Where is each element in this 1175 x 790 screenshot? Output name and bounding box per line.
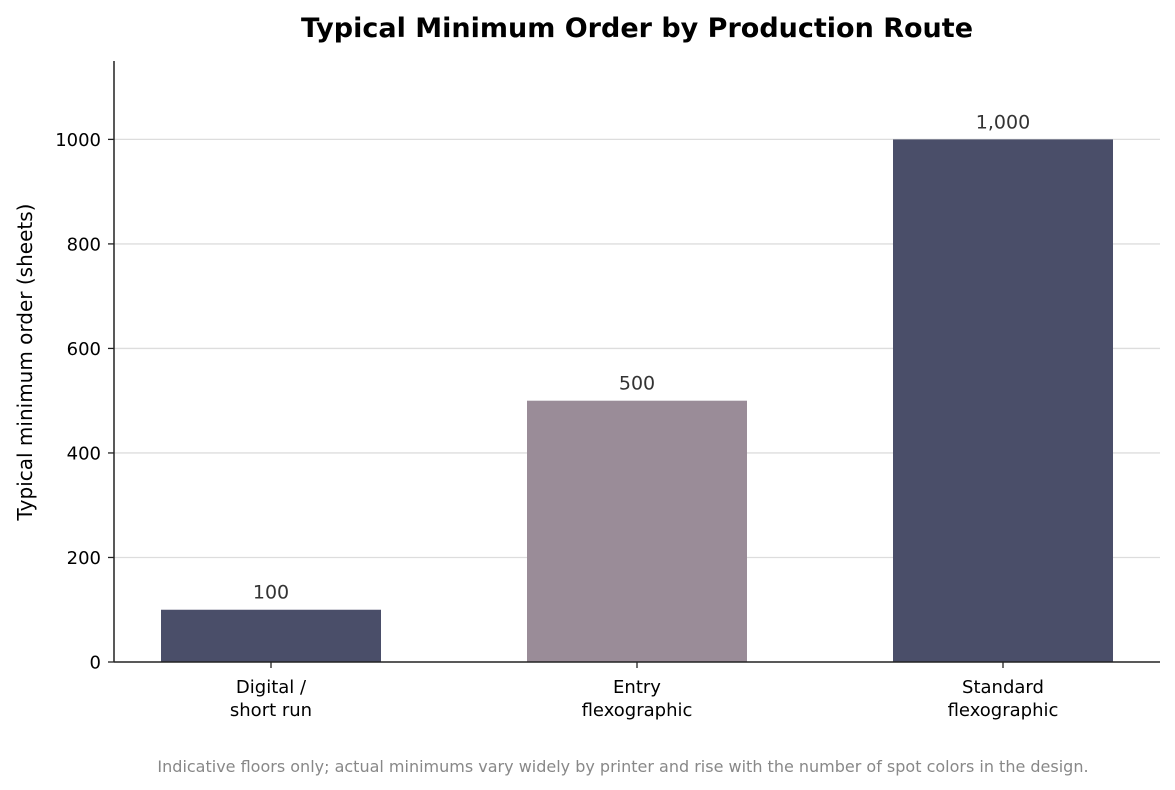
- x-tick-label: Entry: [613, 677, 661, 698]
- x-axis: Digital /short runEntryflexographicStand…: [114, 661, 1160, 721]
- footnote: Indicative floors only; actual minimums …: [157, 757, 1088, 776]
- chart-title: Typical Minimum Order by Production Rout…: [301, 13, 973, 44]
- y-axis-label: Typical minimum order (sheets): [13, 204, 37, 522]
- data-labels: 100 500 1,000: [253, 111, 1030, 603]
- y-tick-label: 600: [67, 339, 101, 360]
- data-label: 1,000: [976, 111, 1030, 133]
- y-tick-label: 0: [90, 653, 101, 674]
- x-tick-label: Standard: [962, 677, 1044, 698]
- y-tick-label: 200: [67, 548, 101, 569]
- data-label: 500: [619, 373, 655, 395]
- bar: [893, 139, 1113, 663]
- x-tick-label: Digital /: [236, 677, 307, 698]
- x-tick-label: flexographic: [582, 700, 693, 721]
- bars: [161, 139, 1113, 663]
- y-tick-label: 400: [67, 443, 101, 464]
- y-tick-label: 1000: [55, 130, 101, 151]
- x-tick-label: flexographic: [948, 700, 1059, 721]
- y-axis: 0 200 400 600 800 1000: [55, 61, 115, 674]
- bar: [527, 400, 747, 662]
- y-tick-label: 800: [67, 234, 101, 255]
- bar: [161, 609, 381, 662]
- x-tick-label: short run: [230, 700, 312, 721]
- data-label: 100: [253, 582, 289, 604]
